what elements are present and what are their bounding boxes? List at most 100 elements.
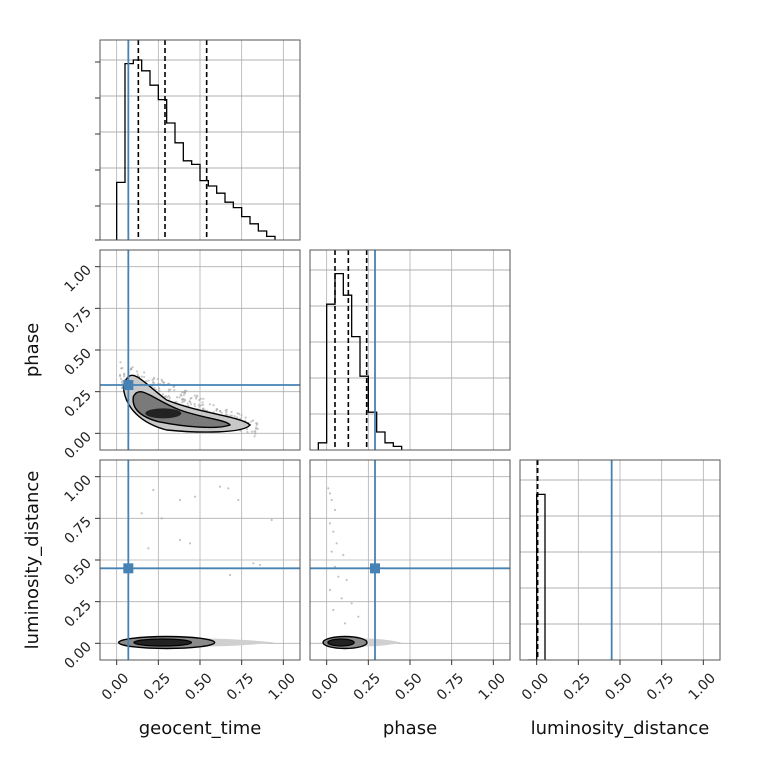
scatter-point [120,386,124,390]
scatter-point [190,403,193,406]
scatter-point [175,396,179,399]
scatter-point [239,417,242,420]
scatter-point [158,389,161,392]
scatter-point [220,411,223,414]
scatter-point [250,430,253,433]
y-tick-label: 0.50 [61,556,94,589]
x-tick-label: 0.75 [224,670,257,703]
scatter-point [236,412,239,415]
scatter-point [123,373,126,376]
content-0-0 [116,40,276,240]
scatter-point [256,427,259,431]
contour-inner [133,638,193,647]
content-1-1 [317,250,403,450]
panel-frame [309,249,511,451]
scatter-point [244,416,247,419]
scatter-point [333,565,337,568]
truth-marker [123,380,134,390]
scatter-point [328,522,332,525]
x-tick-label: 0.25 [351,670,384,703]
y-axis-label-phase: phase [22,323,43,377]
scatter-point [182,394,186,397]
density-peak [145,408,182,419]
content-2-2 [528,460,613,660]
scatter-points [140,485,273,577]
x-tick-label: 0.50 [182,670,215,703]
scatter-point [173,388,176,392]
scatter-point [208,403,212,406]
scatter-point [235,416,239,419]
scatter-point [168,396,171,400]
scatter-point [256,422,259,425]
scatter-point [230,410,233,414]
content-2-0 [100,460,300,660]
scatter-point [135,370,139,373]
truth-marker [123,563,134,574]
scatter-point [169,388,172,391]
y-tick-label: 0.25 [61,387,94,420]
scatter-point [253,435,256,438]
x-tick-label: 1.00 [686,670,719,703]
scatter-point [212,403,215,407]
x-tick-label: 0.25 [561,670,594,703]
scatter-point [218,485,222,488]
x-axis-label-phase: phase [383,718,437,739]
scatter-point [202,407,205,410]
scatter-point [224,413,227,416]
contour-inner [327,638,355,647]
scatter-point [340,597,343,600]
scatter-point [172,385,175,388]
scatter-point [253,430,256,433]
scatter-point [160,517,163,520]
x-tick-label: 0.75 [434,670,467,703]
scatter-point [330,498,333,502]
scatter-point [161,393,164,396]
scatter-point [328,588,332,592]
scatter-point [166,396,169,399]
scatter-point [186,402,189,405]
scatter-point [333,508,337,512]
panel-1-1 [309,249,511,451]
scatter-point [196,394,199,397]
panel-frame [99,39,301,241]
x-tick-label: 0.00 [519,670,552,703]
scatter-point [254,432,257,435]
scatter-point [201,401,204,404]
scatter-point [233,415,236,418]
scatter-point [328,492,332,495]
content-1-0 [100,250,300,450]
scatter-point [255,426,258,429]
scatter-point [193,402,196,406]
panel-2-0: 0.00 0.25 0.50 0.75 1.000.000.250.500.751.00 [61,459,301,704]
contour-inner [132,391,232,429]
scatter-point [153,386,156,390]
grid-2-2 [520,460,720,660]
axis-labels-layer: geocent_time phase luminosity_distance p… [22,323,709,739]
scatter-point [167,388,171,391]
scatter-point [350,602,353,605]
scatter-point [228,573,232,577]
panel-2-2: 0.00 0.25 0.50 0.75 1.00 [519,459,721,704]
scatter-point [250,420,253,423]
scatter-point [202,397,205,400]
scatter-point [123,375,126,378]
x-tick-label: 0.75 [644,670,677,703]
y-tick-label: 0.50 [61,346,94,379]
scatter-point [227,487,230,490]
scatter-point [225,411,228,414]
scatter-point [120,381,124,384]
scatter-point [167,394,170,398]
scatter-point [184,391,187,395]
scatter-point [218,410,222,413]
scatter-point [229,414,232,417]
scatter-point [118,374,122,378]
y-axis-label-luminosity-distance: luminosity_distance [22,471,43,650]
scatter-point [198,398,201,402]
scatter-point [129,368,133,371]
scatter-point [238,412,241,416]
scatter-point [142,375,146,379]
scatter-point [197,403,200,406]
panel-2-1: 0.00 0.25 0.50 0.75 1.00 [309,459,511,704]
scatter-point [215,408,218,411]
scatter-point [246,430,249,434]
